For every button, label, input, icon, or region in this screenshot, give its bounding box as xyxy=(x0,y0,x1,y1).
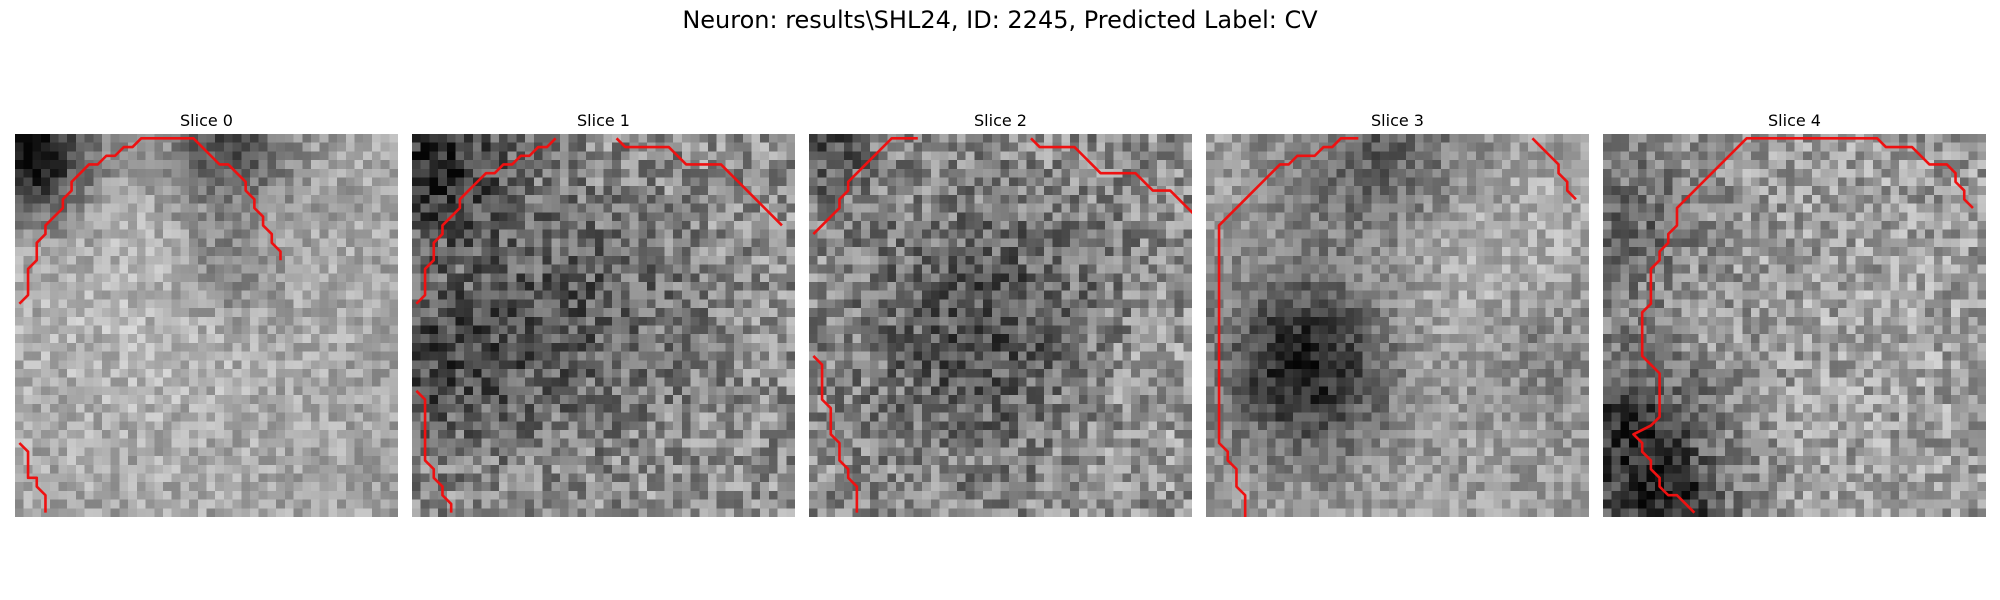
figure-title: Neuron: results\SHL24, ID: 2245, Predict… xyxy=(682,6,1318,34)
contour-line xyxy=(18,137,282,305)
pixel-grid xyxy=(1206,134,1589,517)
slice-image xyxy=(809,134,1192,517)
pixel-grid xyxy=(1603,134,1986,517)
slice-image xyxy=(15,134,398,517)
pixel-grid xyxy=(15,134,398,517)
slice-panel-0: Slice 0 xyxy=(15,108,398,517)
pixel-grid xyxy=(809,134,1192,517)
contour-line xyxy=(1217,137,1359,517)
contour-line xyxy=(812,355,859,513)
contour-line xyxy=(1531,137,1577,201)
slice-title: Slice 0 xyxy=(180,111,233,130)
contour-line xyxy=(1632,137,1974,514)
slice-panel-2: Slice 2 xyxy=(809,108,1192,517)
slice-image xyxy=(412,134,795,517)
contour-line xyxy=(415,137,557,305)
slice-image xyxy=(1603,134,1986,517)
contour-line xyxy=(812,137,918,236)
slice-title: Slice 1 xyxy=(577,111,630,130)
slice-title: Slice 4 xyxy=(1768,111,1821,130)
slice-title: Slice 3 xyxy=(1371,111,1424,130)
slice-panel-3: Slice 3 xyxy=(1206,108,1589,517)
contour-line xyxy=(615,137,783,227)
slice-panel-1: Slice 1 xyxy=(412,108,795,517)
contour-line xyxy=(18,442,47,513)
contour-line xyxy=(415,389,453,513)
slice-image xyxy=(1206,134,1589,517)
contour-line xyxy=(1030,137,1192,215)
slice-title: Slice 2 xyxy=(974,111,1027,130)
slice-panel-4: Slice 4 xyxy=(1603,108,1986,517)
